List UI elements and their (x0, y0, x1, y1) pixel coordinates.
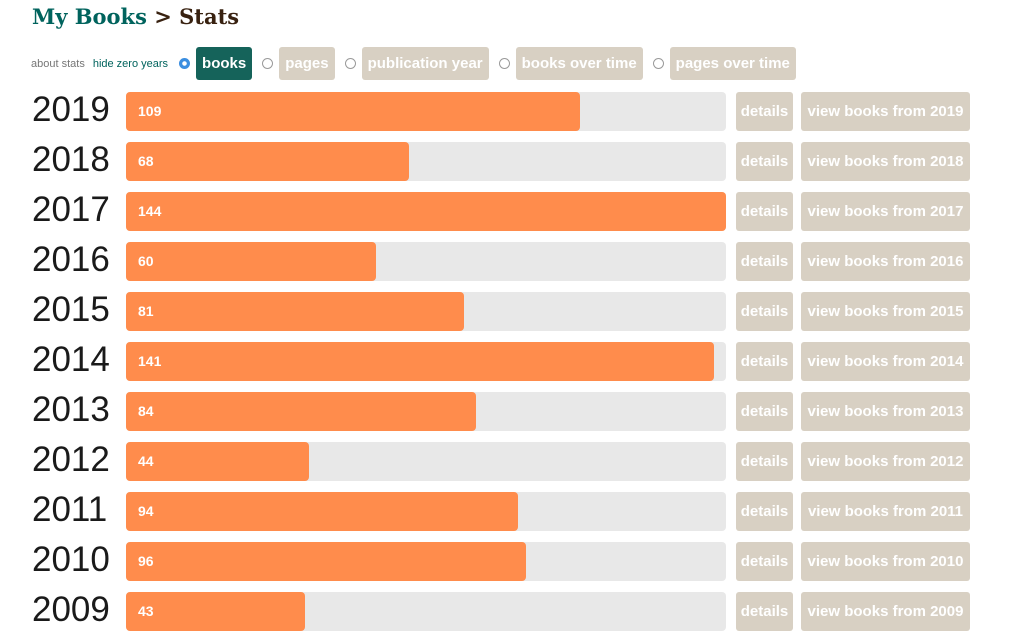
stats-row: 2016 60 details view books from 2016 (0, 240, 1012, 291)
stats-row: 2019 109 details view books from 2019 (0, 90, 1012, 141)
bar-track: 84 (126, 392, 726, 431)
books-count-bar: 109 (126, 92, 580, 131)
radio-pages-over-time[interactable] (652, 58, 664, 69)
year-label: 2016 (32, 240, 110, 279)
view-books-button[interactable]: view books from 2012 (801, 442, 970, 481)
bar-value-label: 144 (138, 203, 162, 219)
books-count-bar: 144 (126, 192, 726, 231)
view-books-button[interactable]: view books from 2016 (801, 242, 970, 281)
bar-track: 109 (126, 92, 726, 131)
year-label: 2019 (32, 90, 110, 129)
stats-rows: 2019 109 details view books from 2019 2018 68… (0, 90, 1012, 641)
radio-books[interactable] (179, 58, 191, 69)
details-button[interactable]: details (736, 442, 793, 481)
details-button[interactable]: details (736, 242, 793, 281)
year-label: 2010 (32, 540, 110, 579)
bar-track: 94 (126, 492, 726, 531)
stats-row: 2014 141 details view books from 2014 (0, 340, 1012, 391)
stats-row: 2017 144 details view books from 2017 (0, 190, 1012, 241)
bar-track: 81 (126, 292, 726, 331)
details-button[interactable]: details (736, 342, 793, 381)
bar-track: 96 (126, 542, 726, 581)
stats-controls: about stats hide zero years books pages … (31, 47, 806, 80)
bar-track: 144 (126, 192, 726, 231)
books-count-bar: 44 (126, 442, 309, 481)
breadcrumb-separator: > (146, 4, 180, 29)
tab-pages[interactable]: pages (279, 47, 335, 80)
view-books-button[interactable]: view books from 2015 (801, 292, 970, 331)
stats-row: 2010 96 details view books from 2010 (0, 540, 1012, 591)
year-label: 2018 (32, 140, 110, 179)
stats-row: 2015 81 details view books from 2015 (0, 290, 1012, 341)
view-books-button[interactable]: view books from 2013 (801, 392, 970, 431)
books-count-bar: 84 (126, 392, 476, 431)
details-button[interactable]: details (736, 542, 793, 581)
bar-track: 141 (126, 342, 726, 381)
bar-value-label: 84 (138, 403, 154, 419)
tab-books-over-time[interactable]: books over time (515, 47, 643, 80)
year-label: 2009 (32, 590, 110, 629)
bar-track: 44 (126, 442, 726, 481)
page-title: Stats (179, 4, 240, 29)
books-count-bar: 60 (126, 242, 376, 281)
books-count-bar: 43 (126, 592, 305, 631)
bar-track: 60 (126, 242, 726, 281)
bar-value-label: 96 (138, 553, 154, 569)
bar-value-label: 44 (138, 453, 154, 469)
tab-publication-year[interactable]: publication year (361, 47, 489, 80)
stats-row: 2012 44 details view books from 2012 (0, 440, 1012, 491)
bar-value-label: 94 (138, 503, 154, 519)
tab-books[interactable]: books (196, 47, 253, 80)
details-button[interactable]: details (736, 192, 793, 231)
radio-publication-year[interactable] (344, 58, 356, 69)
view-books-button[interactable]: view books from 2009 (801, 592, 970, 631)
my-books-link[interactable]: My Books (32, 4, 147, 29)
books-count-bar: 68 (126, 142, 409, 181)
page-header: My Books > Stats (32, 4, 239, 29)
stats-row: 2009 43 details view books from 2009 (0, 590, 1012, 641)
books-count-bar: 81 (126, 292, 464, 331)
stats-row: 2018 68 details view books from 2018 (0, 140, 1012, 191)
view-books-button[interactable]: view books from 2019 (801, 92, 970, 131)
tab-pages-over-time[interactable]: pages over time (669, 47, 796, 80)
bar-value-label: 141 (138, 353, 162, 369)
hide-zero-years-link[interactable]: hide zero years (92, 57, 169, 70)
details-button[interactable]: details (736, 392, 793, 431)
view-books-button[interactable]: view books from 2014 (801, 342, 970, 381)
bar-value-label: 109 (138, 103, 162, 119)
view-books-button[interactable]: view books from 2017 (801, 192, 970, 231)
bar-value-label: 68 (138, 153, 154, 169)
books-count-bar: 96 (126, 542, 526, 581)
books-count-bar: 141 (126, 342, 714, 381)
details-button[interactable]: details (736, 142, 793, 181)
details-button[interactable]: details (736, 592, 793, 631)
stats-row: 2013 84 details view books from 2013 (0, 390, 1012, 441)
view-books-button[interactable]: view books from 2011 (801, 492, 970, 531)
details-button[interactable]: details (736, 492, 793, 531)
bar-value-label: 60 (138, 253, 154, 269)
view-books-button[interactable]: view books from 2018 (801, 142, 970, 181)
year-label: 2015 (32, 290, 110, 329)
bar-track: 43 (126, 592, 726, 631)
year-label: 2011 (32, 490, 108, 529)
year-label: 2014 (32, 340, 110, 379)
radio-books-over-time[interactable] (498, 58, 510, 69)
year-label: 2013 (32, 390, 110, 429)
bar-value-label: 43 (138, 603, 154, 619)
bar-value-label: 81 (138, 303, 154, 319)
about-stats-link[interactable]: about stats (31, 57, 85, 70)
view-books-button[interactable]: view books from 2010 (801, 542, 970, 581)
bar-track: 68 (126, 142, 726, 181)
year-label: 2017 (32, 190, 110, 229)
details-button[interactable]: details (736, 92, 793, 131)
year-label: 2012 (32, 440, 110, 479)
radio-pages[interactable] (262, 58, 274, 69)
stats-row: 2011 94 details view books from 2011 (0, 490, 1012, 541)
details-button[interactable]: details (736, 292, 793, 331)
books-count-bar: 94 (126, 492, 518, 531)
